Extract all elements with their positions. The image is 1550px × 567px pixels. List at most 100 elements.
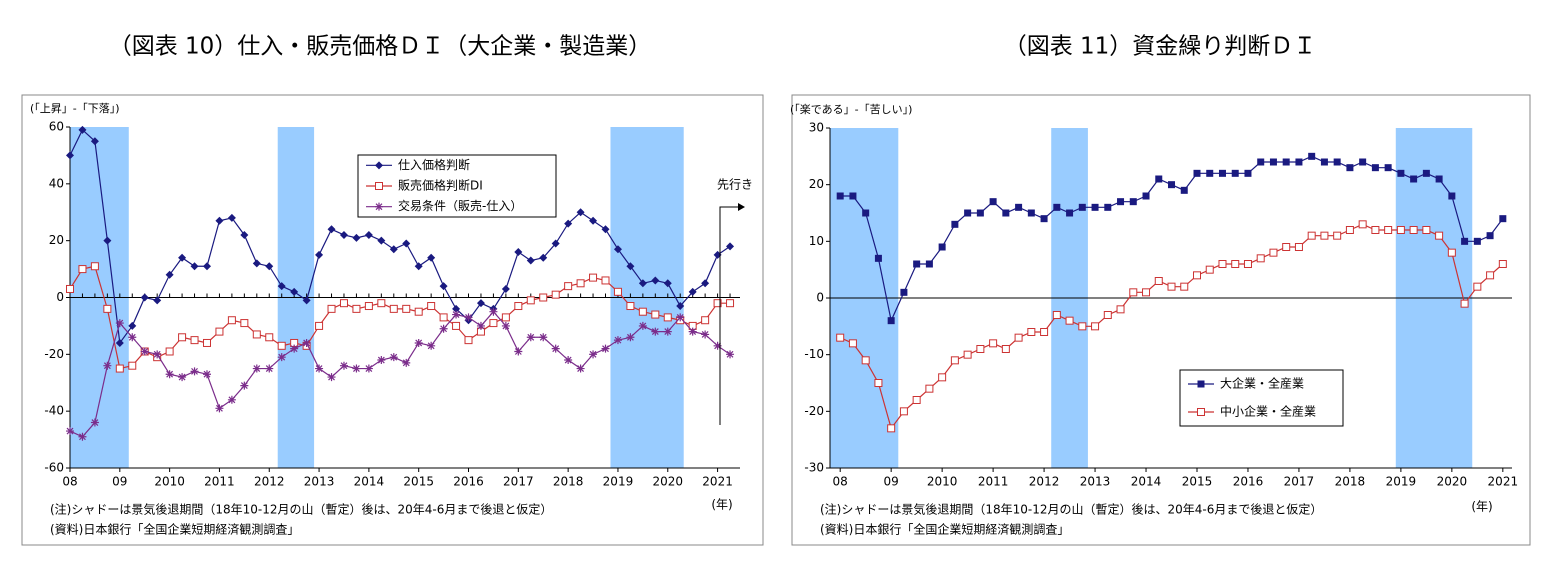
data-point: [1486, 271, 1495, 280]
data-point: [950, 356, 959, 365]
data-point: [178, 333, 187, 342]
y-tick-label: 10: [809, 234, 824, 248]
data-point: [701, 279, 710, 288]
data-point: [1244, 169, 1252, 177]
data-point: [963, 350, 972, 359]
data-point: [1231, 260, 1240, 268]
data-point: [202, 370, 211, 379]
y-tick-label: 40: [49, 176, 64, 190]
data-point: [688, 287, 697, 296]
data-point: [651, 310, 660, 319]
data-point: [128, 321, 137, 330]
data-point: [315, 321, 324, 330]
data-point: [1371, 164, 1379, 172]
data-point: [1282, 243, 1291, 251]
data-point: [1066, 209, 1074, 217]
data-point: [913, 260, 921, 268]
data-point: [1486, 232, 1494, 240]
x-tick-label: 2017: [1284, 475, 1315, 489]
data-point: [339, 299, 348, 308]
data-point: [190, 336, 199, 345]
data-point: [190, 262, 199, 271]
data-point: [726, 350, 735, 359]
data-point: [439, 282, 448, 291]
data-point: [1154, 277, 1163, 285]
data-point: [265, 333, 274, 342]
data-point: [601, 344, 610, 353]
y-tick-label: 60: [49, 120, 64, 134]
data-point: [1257, 158, 1265, 166]
data-point: [252, 259, 261, 268]
data-point: [128, 333, 137, 342]
data-point: [290, 344, 299, 353]
data-point: [1168, 181, 1176, 189]
data-point: [576, 279, 585, 288]
x-tick-label: 2014: [354, 475, 385, 489]
data-point: [1065, 316, 1074, 325]
legend-label: 販売価格判断DI: [398, 178, 483, 193]
data-point: [1129, 198, 1137, 206]
legend-label: 中小企業・全産業: [1220, 404, 1316, 419]
data-point: [1104, 203, 1112, 211]
data-point: [427, 341, 436, 350]
y-axis-label: (「楽である」-「苦しい」): [790, 103, 912, 116]
legend-label: 仕入価格判断: [398, 157, 470, 172]
data-point: [165, 347, 174, 356]
data-point: [1002, 209, 1010, 217]
data-point: [202, 262, 211, 271]
data-point: [1116, 305, 1125, 314]
data-point: [1091, 203, 1099, 211]
data-point: [726, 242, 735, 251]
data-point: [912, 396, 921, 404]
data-point: [315, 250, 324, 259]
data-point: [402, 358, 411, 367]
data-point: [240, 319, 249, 328]
x-tick-label: 2013: [304, 475, 335, 489]
x-tick-label: 2011: [204, 475, 235, 489]
data-point: [1015, 203, 1023, 211]
data-point: [938, 243, 946, 251]
data-point: [489, 319, 498, 328]
data-point: [153, 296, 162, 305]
data-point: [638, 307, 647, 316]
data-point: [78, 125, 87, 134]
data-point: [1460, 299, 1469, 308]
data-point: [551, 239, 560, 248]
data-point: [227, 316, 236, 325]
data-point: [339, 230, 348, 239]
data-point: [1308, 152, 1316, 160]
data-point: [140, 293, 149, 302]
data-point: [1001, 345, 1010, 353]
data-point: [539, 253, 548, 262]
data-point: [452, 310, 461, 319]
data-point: [713, 341, 722, 350]
data-point: [701, 330, 710, 339]
data-point: [178, 253, 187, 262]
data-point: [315, 364, 324, 373]
y-tick-label: -30: [804, 461, 824, 475]
data-point: [1410, 175, 1418, 183]
data-point: [1359, 158, 1367, 166]
data-point: [414, 307, 423, 316]
data-point: [964, 209, 972, 217]
legend-box: [1179, 369, 1344, 427]
x-tick-label: 09: [112, 475, 127, 489]
note: (資料)日本銀行「全国企業短期経済観測調査」: [820, 522, 1069, 537]
data-point: [115, 364, 124, 373]
y-tick-label: 0: [56, 290, 64, 304]
data-point: [887, 424, 896, 433]
data-point: [874, 254, 882, 262]
data-point: [66, 427, 74, 436]
note: (注)シャドーは景気後退期間（18年10-12月の山（暫定）後は、20年4-6月…: [820, 502, 1322, 517]
data-point: [589, 216, 598, 225]
data-point: [389, 353, 398, 362]
x-tick-label: 2018: [1335, 475, 1366, 489]
data-point: [240, 381, 249, 390]
data-point: [1295, 158, 1303, 166]
data-point: [1040, 328, 1049, 336]
data-point: [277, 353, 286, 362]
data-point: [464, 313, 473, 322]
data-point: [352, 233, 361, 242]
data-point: [227, 395, 236, 404]
y-tick-label: 0: [816, 291, 824, 305]
